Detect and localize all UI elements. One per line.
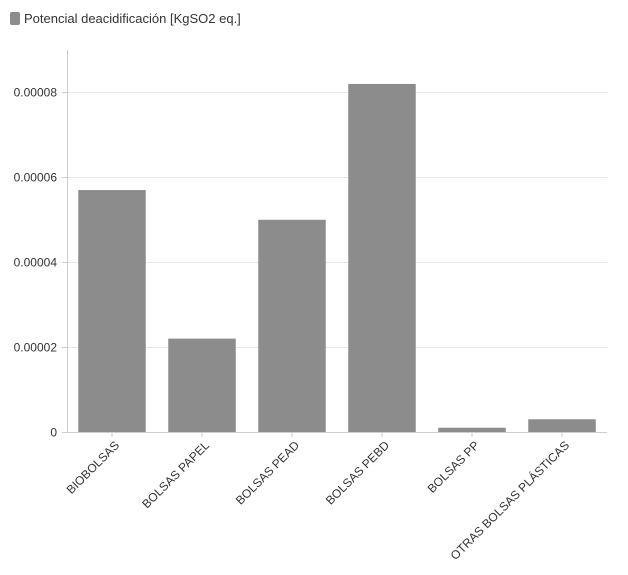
x-tick-label: BOLSAS PEAD xyxy=(233,438,303,508)
bar-biobolsas[interactable] xyxy=(78,190,146,432)
y-tick-label: 0.00002 xyxy=(14,341,58,355)
x-tick-label: BIOBOLSAS xyxy=(64,438,122,496)
legend-swatch xyxy=(10,12,20,25)
y-tick-label: 0 xyxy=(50,426,57,440)
bar-bolsas-pp[interactable] xyxy=(438,427,506,432)
y-tick-label: 0.00006 xyxy=(14,171,58,185)
y-tick-label: 0.00008 xyxy=(14,86,58,100)
y-tick-label: 0.00004 xyxy=(14,256,58,270)
grid-lines xyxy=(67,92,607,348)
legend-label: Potencial deacidificación [KgSO2 eq.] xyxy=(24,11,241,26)
axes xyxy=(62,50,607,437)
y-axis-tick-labels: 0 0.00002 0.00004 0.00006 0.00008 xyxy=(14,86,58,440)
x-tick-label: BOLSAS PAPEL xyxy=(139,438,212,511)
bars xyxy=(78,83,596,432)
x-tick-label: BOLSAS PEBD xyxy=(323,438,393,508)
x-axis-tick-labels: BIOBOLSAS BOLSAS PAPEL BOLSAS PEAD BOLSAS P… xyxy=(64,438,572,563)
chart-legend[interactable]: Potencial deacidificación [KgSO2 eq.] xyxy=(10,11,241,26)
bar-bolsas-pead[interactable] xyxy=(258,219,326,432)
bar-bolsas-papel[interactable] xyxy=(168,338,236,432)
bar-bolsas-pebd[interactable] xyxy=(348,83,416,432)
bar-otras-bolsas-pl-sticas[interactable] xyxy=(528,419,596,432)
x-tick-label: BOLSAS PP xyxy=(425,438,483,496)
